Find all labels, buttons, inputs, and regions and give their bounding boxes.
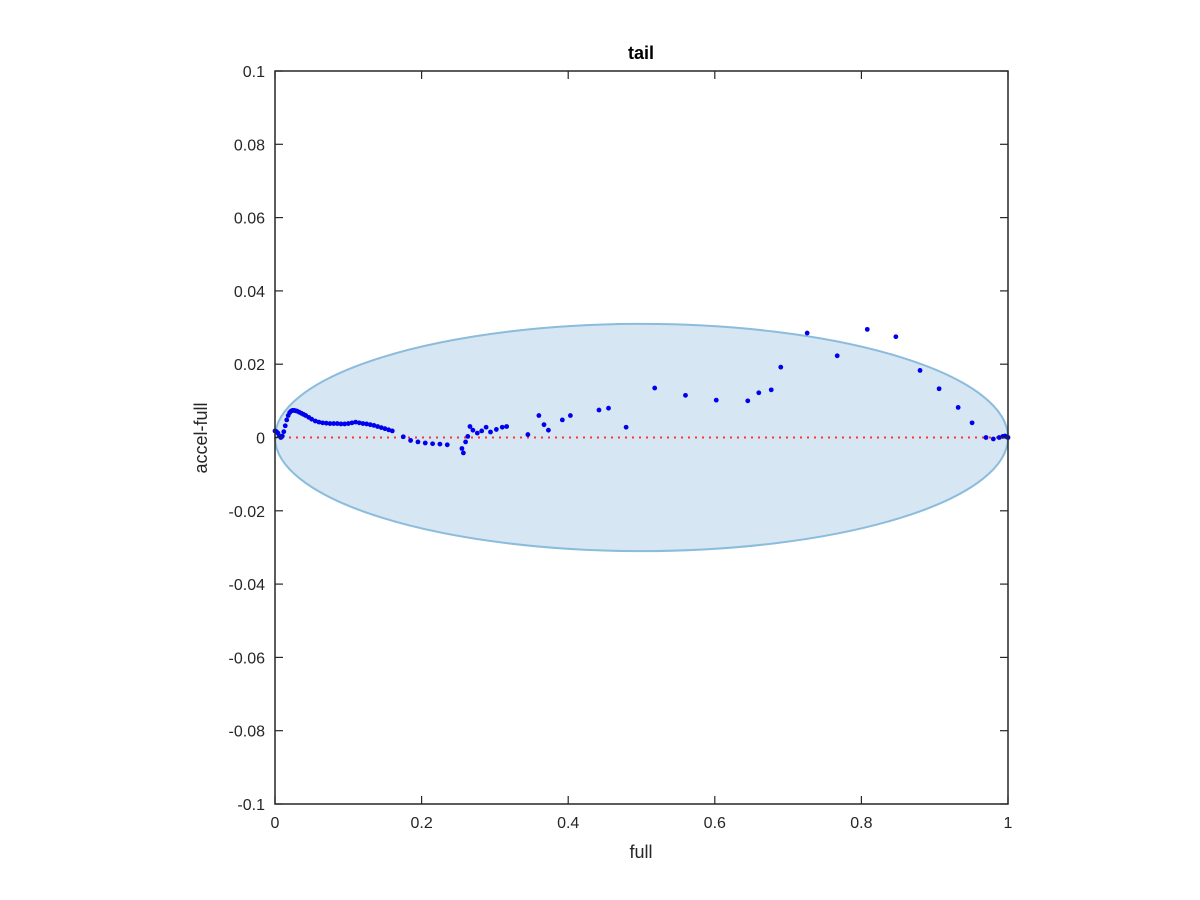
data-point xyxy=(893,334,899,340)
y-tick-label: -0.08 xyxy=(229,724,266,741)
data-point xyxy=(400,434,406,440)
data-point xyxy=(312,418,318,424)
y-tick-label: 0.1 xyxy=(243,64,265,81)
x-tick-label: 0.4 xyxy=(557,815,579,832)
data-point xyxy=(371,423,377,428)
data-point xyxy=(546,427,551,433)
data-point xyxy=(345,421,351,426)
x-tick-label: 0.8 xyxy=(850,815,872,832)
data-point xyxy=(389,428,395,434)
x-axis-label: full xyxy=(629,842,652,862)
data-point xyxy=(804,330,810,336)
data-point xyxy=(316,419,322,425)
data-point xyxy=(382,426,388,432)
data-point xyxy=(415,439,421,445)
data-point xyxy=(467,424,473,429)
data-point xyxy=(864,326,870,332)
data-point xyxy=(282,423,288,429)
data-point xyxy=(969,420,975,426)
data-point xyxy=(559,417,565,423)
data-point xyxy=(323,420,329,426)
data-point xyxy=(623,424,629,430)
x-tick-label: 0.6 xyxy=(704,815,726,832)
data-point xyxy=(768,387,774,393)
data-point xyxy=(474,430,480,436)
y-tick-label: 0.06 xyxy=(234,211,265,228)
data-point xyxy=(470,427,476,433)
data-point xyxy=(683,392,688,398)
data-point xyxy=(834,353,840,359)
data-point xyxy=(996,435,1002,440)
data-point xyxy=(356,420,362,426)
data-point xyxy=(378,425,384,431)
data-point xyxy=(338,421,344,427)
y-axis-label: accel-full xyxy=(191,402,211,473)
data-point xyxy=(459,446,465,451)
data-point xyxy=(652,385,658,391)
data-point xyxy=(386,427,392,433)
data-point xyxy=(320,420,326,426)
data-point xyxy=(504,424,510,429)
y-tick-label: -0.04 xyxy=(229,577,266,594)
data-point xyxy=(756,390,762,396)
data-point xyxy=(327,421,333,426)
data-point xyxy=(541,422,547,428)
y-tick-label: -0.06 xyxy=(229,650,266,667)
data-point xyxy=(408,438,414,443)
data-point xyxy=(479,428,485,434)
data-point xyxy=(778,364,784,370)
data-point xyxy=(375,424,381,429)
data-point xyxy=(460,450,466,456)
y-tick-label: -0.02 xyxy=(229,504,266,521)
data-point xyxy=(437,441,443,447)
x-tick-label: 0 xyxy=(271,815,280,832)
data-point xyxy=(353,419,359,425)
data-point xyxy=(567,413,573,418)
data-point xyxy=(309,416,315,422)
data-point xyxy=(955,405,961,410)
data-point xyxy=(367,422,373,428)
y-tick-label: 0 xyxy=(256,431,265,448)
data-point xyxy=(488,429,493,435)
y-tick-label: -0.1 xyxy=(237,797,265,814)
data-point xyxy=(284,417,290,423)
data-point xyxy=(281,429,287,435)
data-point xyxy=(334,421,340,426)
data-point xyxy=(983,435,989,440)
x-tick-label: 0.2 xyxy=(410,815,432,832)
data-point xyxy=(444,442,450,448)
x-tick-label: 1 xyxy=(1004,815,1013,832)
data-point xyxy=(422,440,428,446)
data-point xyxy=(536,413,542,418)
data-point xyxy=(483,424,489,430)
data-point xyxy=(465,434,471,439)
data-point xyxy=(936,386,942,392)
y-tick-label: 0.04 xyxy=(234,284,265,301)
data-point xyxy=(364,421,370,427)
data-point xyxy=(360,421,366,426)
data-point xyxy=(349,420,355,426)
data-point xyxy=(713,397,719,403)
data-point xyxy=(493,427,499,432)
data-point xyxy=(745,398,751,404)
data-point xyxy=(525,432,531,437)
data-point xyxy=(990,436,996,442)
chart-title: tail xyxy=(628,43,654,63)
data-point xyxy=(917,368,923,373)
y-tick-label: 0.02 xyxy=(234,357,265,374)
data-point xyxy=(331,421,337,426)
data-point xyxy=(606,405,611,411)
data-point xyxy=(499,424,505,430)
data-point xyxy=(430,441,435,447)
data-point xyxy=(463,439,468,445)
y-tick-label: 0.08 xyxy=(234,137,265,154)
data-point xyxy=(596,407,602,413)
data-point xyxy=(342,421,348,427)
